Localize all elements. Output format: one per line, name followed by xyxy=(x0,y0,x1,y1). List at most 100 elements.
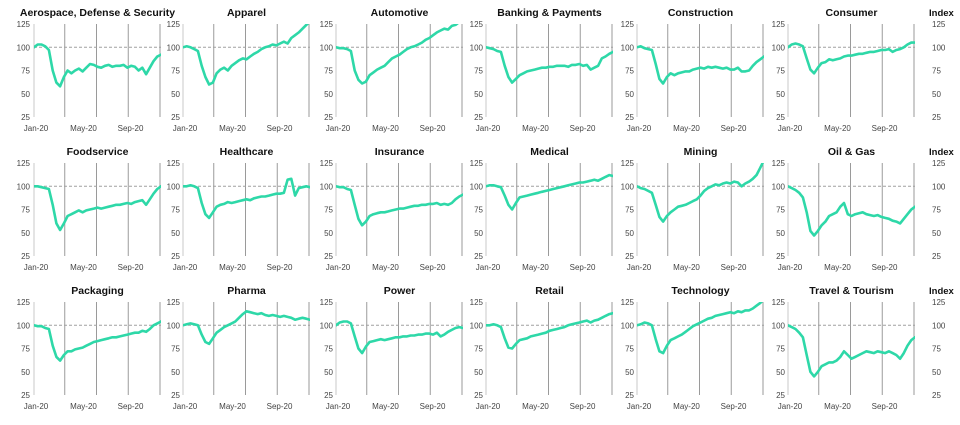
y-tick-label: 125 xyxy=(17,20,31,29)
panel-title: Retail xyxy=(535,285,564,297)
right-y-tick-label: 50 xyxy=(932,368,941,377)
panel-15: Power 25 50 75 100 125 Jan-20 May-20 Sep-20 xyxy=(320,285,463,411)
x-tick-label: Jan-20 xyxy=(24,124,49,133)
y-tick-label: 125 xyxy=(470,159,484,168)
x-tick-label: Jan-20 xyxy=(476,263,501,272)
y-tick-label: 100 xyxy=(470,182,484,191)
panel-7: Foodservice 25 50 75 100 125 Jan-20 May-20 Sep-2… xyxy=(17,146,161,272)
x-tick-label: Jan-20 xyxy=(627,402,652,411)
y-tick-label: 100 xyxy=(470,321,484,330)
x-tick-label: Sep-20 xyxy=(118,124,144,133)
y-tick-label: 75 xyxy=(21,345,30,354)
y-tick-label: 50 xyxy=(171,368,180,377)
y-tick-label: 100 xyxy=(621,321,635,330)
x-tick-label: May-20 xyxy=(522,124,549,133)
y-tick-label: 25 xyxy=(324,391,333,400)
x-tick-label: May-20 xyxy=(70,124,97,133)
series-line xyxy=(637,302,764,355)
x-tick-label: Sep-20 xyxy=(721,124,747,133)
y-tick-label: 50 xyxy=(171,90,180,99)
y-tick-label: 125 xyxy=(167,20,181,29)
right-y-tick-label: 75 xyxy=(932,345,941,354)
y-tick-label: 100 xyxy=(772,43,786,52)
y-tick-label: 100 xyxy=(17,182,31,191)
x-tick-label: May-20 xyxy=(673,263,700,272)
x-tick-label: Sep-20 xyxy=(570,124,596,133)
y-tick-label: 50 xyxy=(625,90,634,99)
x-tick-label: Sep-20 xyxy=(267,263,293,272)
x-tick-label: Jan-20 xyxy=(173,402,198,411)
y-tick-label: 50 xyxy=(324,90,333,99)
y-tick-label: 25 xyxy=(625,113,634,122)
y-tick-label: 75 xyxy=(625,67,634,76)
y-tick-label: 125 xyxy=(470,298,484,307)
panel-title: Packaging xyxy=(71,285,124,297)
y-tick-label: 25 xyxy=(324,252,333,261)
x-tick-label: May-20 xyxy=(824,124,851,133)
series-line xyxy=(486,173,613,211)
x-tick-label: May-20 xyxy=(522,263,549,272)
y-tick-label: 25 xyxy=(324,113,333,122)
x-tick-label: Sep-20 xyxy=(118,402,144,411)
y-tick-label: 25 xyxy=(171,113,180,122)
panel-18: Travel & Tourism 25 25 50 50 75 75 100 100 125 125… xyxy=(772,285,955,411)
right-y-tick-label: 75 xyxy=(932,206,941,215)
y-tick-label: 100 xyxy=(167,182,181,191)
x-tick-label: Sep-20 xyxy=(570,402,596,411)
y-tick-label: 125 xyxy=(167,159,181,168)
x-tick-label: Jan-20 xyxy=(173,124,198,133)
series-line xyxy=(34,185,161,232)
series-line xyxy=(336,24,459,85)
series-line xyxy=(336,185,463,227)
panel-5: Construction 25 50 75 100 125 Jan-20 May-20 Sep-… xyxy=(621,7,764,133)
right-axis-label: Index xyxy=(929,8,955,19)
y-tick-label: 75 xyxy=(625,206,634,215)
y-tick-label: 50 xyxy=(474,368,483,377)
y-tick-label: 75 xyxy=(474,206,483,215)
x-tick-label: Jan-20 xyxy=(24,402,49,411)
panel-11: Mining 25 50 75 100 125 Jan-20 May-20 Sep-20 xyxy=(621,146,764,272)
x-tick-label: May-20 xyxy=(372,124,399,133)
y-tick-label: 75 xyxy=(625,345,634,354)
x-tick-label: Sep-20 xyxy=(420,124,446,133)
panel-title: Banking & Payments xyxy=(497,7,602,19)
right-y-tick-label: 50 xyxy=(932,90,941,99)
y-tick-label: 75 xyxy=(776,206,785,215)
panel-title: Aerospace, Defense & Security xyxy=(20,7,175,19)
y-tick-label: 50 xyxy=(324,368,333,377)
x-tick-label: Sep-20 xyxy=(721,263,747,272)
y-tick-label: 100 xyxy=(17,43,31,52)
y-tick-label: 50 xyxy=(21,368,30,377)
series-line xyxy=(486,311,613,350)
right-y-tick-label: 125 xyxy=(932,298,946,307)
y-tick-label: 25 xyxy=(776,391,785,400)
x-tick-label: May-20 xyxy=(522,402,549,411)
y-tick-label: 75 xyxy=(324,345,333,354)
y-tick-label: 25 xyxy=(625,391,634,400)
x-tick-label: May-20 xyxy=(673,124,700,133)
y-tick-label: 50 xyxy=(776,368,785,377)
series-line xyxy=(183,310,310,346)
series-line xyxy=(788,185,915,237)
y-tick-label: 100 xyxy=(320,43,334,52)
y-tick-label: 50 xyxy=(21,90,30,99)
panel-title: Healthcare xyxy=(220,146,274,158)
x-tick-label: Jan-20 xyxy=(778,263,803,272)
series-line xyxy=(486,46,613,84)
x-tick-label: Sep-20 xyxy=(267,402,293,411)
y-tick-label: 25 xyxy=(21,252,30,261)
y-tick-label: 25 xyxy=(21,391,30,400)
y-tick-label: 75 xyxy=(474,67,483,76)
right-y-tick-label: 25 xyxy=(932,252,941,261)
x-tick-label: May-20 xyxy=(219,124,246,133)
y-tick-label: 100 xyxy=(621,182,635,191)
x-tick-label: Jan-20 xyxy=(778,402,803,411)
right-y-tick-label: 75 xyxy=(932,67,941,76)
y-tick-label: 100 xyxy=(167,43,181,52)
y-tick-label: 125 xyxy=(772,20,786,29)
panel-17: Technology 25 50 75 100 125 Jan-20 May-20 Sep-20 xyxy=(621,285,764,411)
y-tick-label: 100 xyxy=(772,321,786,330)
x-tick-label: Jan-20 xyxy=(627,263,652,272)
right-y-tick-label: 25 xyxy=(932,391,941,400)
x-tick-label: Sep-20 xyxy=(872,124,898,133)
